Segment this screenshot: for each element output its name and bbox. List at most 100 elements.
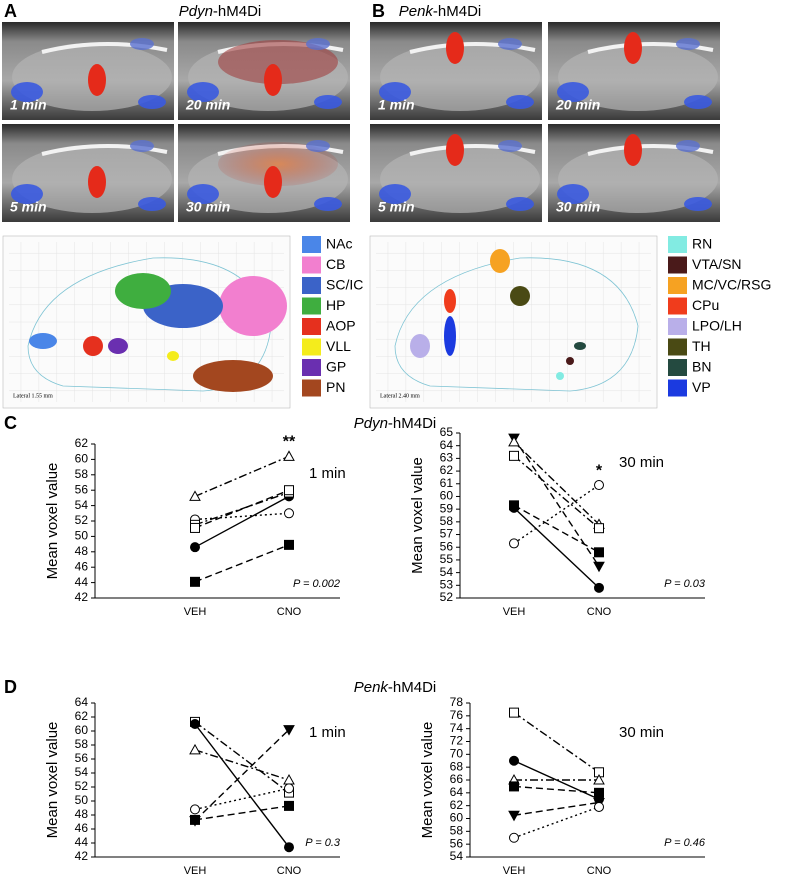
activation-blue xyxy=(306,140,330,152)
legend-label: SC/IC xyxy=(326,277,363,293)
mri-image: 1 min xyxy=(2,22,174,120)
marker xyxy=(594,547,604,558)
marker xyxy=(508,435,520,447)
y-tick-label: 64 xyxy=(440,438,454,452)
atlas: NAc CB SC/IC HP AOP VLL GP PN Lateral 1.55 mm xyxy=(2,235,363,409)
series-line xyxy=(194,787,290,811)
construct: -hM4Di xyxy=(213,3,261,20)
y-tick-label: 62 xyxy=(75,709,89,723)
time-label: 1 min xyxy=(10,97,47,113)
legend-label: CPu xyxy=(692,297,719,313)
y-tick-label: 64 xyxy=(450,785,464,799)
y-tick-label: 62 xyxy=(75,436,89,450)
marker xyxy=(284,842,294,853)
time-label: 20 min xyxy=(555,97,600,113)
y-tick-label: 66 xyxy=(450,772,464,786)
legend-label: AOP xyxy=(326,318,356,334)
y-tick-label: 64 xyxy=(75,695,89,709)
marker xyxy=(283,450,295,461)
legend-swatch xyxy=(302,297,321,315)
brain-region xyxy=(193,360,273,392)
p-value: P = 0.03 xyxy=(664,578,706,590)
y-tick-label: 61 xyxy=(440,476,454,490)
brain-region xyxy=(83,336,103,356)
activation-haze xyxy=(218,40,338,84)
marker xyxy=(594,480,604,491)
significance: * xyxy=(596,462,603,479)
y-tick-label: 56 xyxy=(440,539,454,553)
activation-blue xyxy=(684,95,712,109)
brain-tissue xyxy=(380,43,540,111)
marker xyxy=(190,522,200,533)
y-tick-label: 55 xyxy=(440,552,454,566)
activation-blue xyxy=(306,38,330,50)
legend-label: HP xyxy=(326,297,345,313)
time-annotation: 30 min xyxy=(619,724,664,741)
y-tick-label: 60 xyxy=(75,723,89,737)
series-line xyxy=(194,512,290,521)
activation-blue xyxy=(557,82,589,102)
y-tick-label: 54 xyxy=(75,498,89,512)
legend-swatch xyxy=(668,338,687,356)
activation-blue xyxy=(506,95,534,109)
brain-region xyxy=(556,372,564,380)
y-tick-label: 72 xyxy=(450,734,464,748)
legend-swatch xyxy=(668,256,687,274)
marker xyxy=(283,773,295,785)
activation-blue xyxy=(11,184,43,204)
brain-outline xyxy=(394,257,639,392)
activation-blue xyxy=(314,95,342,109)
legend-label: CB xyxy=(326,256,345,272)
series-line xyxy=(194,723,290,848)
mri-image: 20 min xyxy=(548,22,720,120)
legend-swatch xyxy=(302,338,321,356)
marker xyxy=(189,743,201,755)
mri-image: 5 min xyxy=(370,124,542,222)
legend-label: VP xyxy=(692,379,711,395)
y-tick-label: 54 xyxy=(75,765,89,779)
marker xyxy=(190,804,200,815)
series-line xyxy=(513,441,600,525)
activation-haze xyxy=(218,142,338,186)
series-line xyxy=(194,805,290,821)
marker xyxy=(190,719,200,729)
y-tick-label: 62 xyxy=(440,463,454,477)
y-tick-label: 48 xyxy=(75,544,89,558)
series-line xyxy=(194,495,290,548)
activation-red xyxy=(624,32,642,64)
x-tick-label: VEH xyxy=(503,865,526,877)
p-value: P = 0.002 xyxy=(293,578,340,590)
legend-swatch xyxy=(668,379,687,397)
legend-swatch xyxy=(302,236,321,253)
legend-swatch xyxy=(302,277,321,294)
marker xyxy=(284,508,294,519)
y-tick-label: 62 xyxy=(450,798,464,812)
activation-blue xyxy=(676,38,700,50)
series-line xyxy=(513,785,600,794)
activation-red xyxy=(446,134,464,166)
brain-region xyxy=(115,273,171,309)
panel-letter: C xyxy=(4,413,17,433)
y-tick-label: 60 xyxy=(450,811,464,825)
brain-region xyxy=(490,249,510,273)
panel-title: Pdyn-hM4Di xyxy=(354,415,437,432)
marker xyxy=(594,523,604,534)
y-tick-label: 56 xyxy=(450,836,464,850)
atlas-label: Lateral 2.40 mm xyxy=(380,393,420,399)
legend-label: MC/VC/RSG xyxy=(692,277,771,293)
series-line xyxy=(513,760,600,800)
brain-region xyxy=(444,316,456,356)
gene: Pdyn xyxy=(354,415,388,432)
mri-image: 30 min xyxy=(548,124,720,222)
brain-region xyxy=(29,333,57,349)
marker xyxy=(509,707,519,718)
legend-label: GP xyxy=(326,359,346,375)
time-label: 5 min xyxy=(10,199,47,215)
marker xyxy=(508,810,520,822)
series-line xyxy=(194,721,290,794)
time-label: 30 min xyxy=(556,199,600,215)
activation-blue xyxy=(684,197,712,211)
marker xyxy=(509,832,519,843)
marker xyxy=(509,781,519,792)
panel-letter: D xyxy=(4,677,17,697)
